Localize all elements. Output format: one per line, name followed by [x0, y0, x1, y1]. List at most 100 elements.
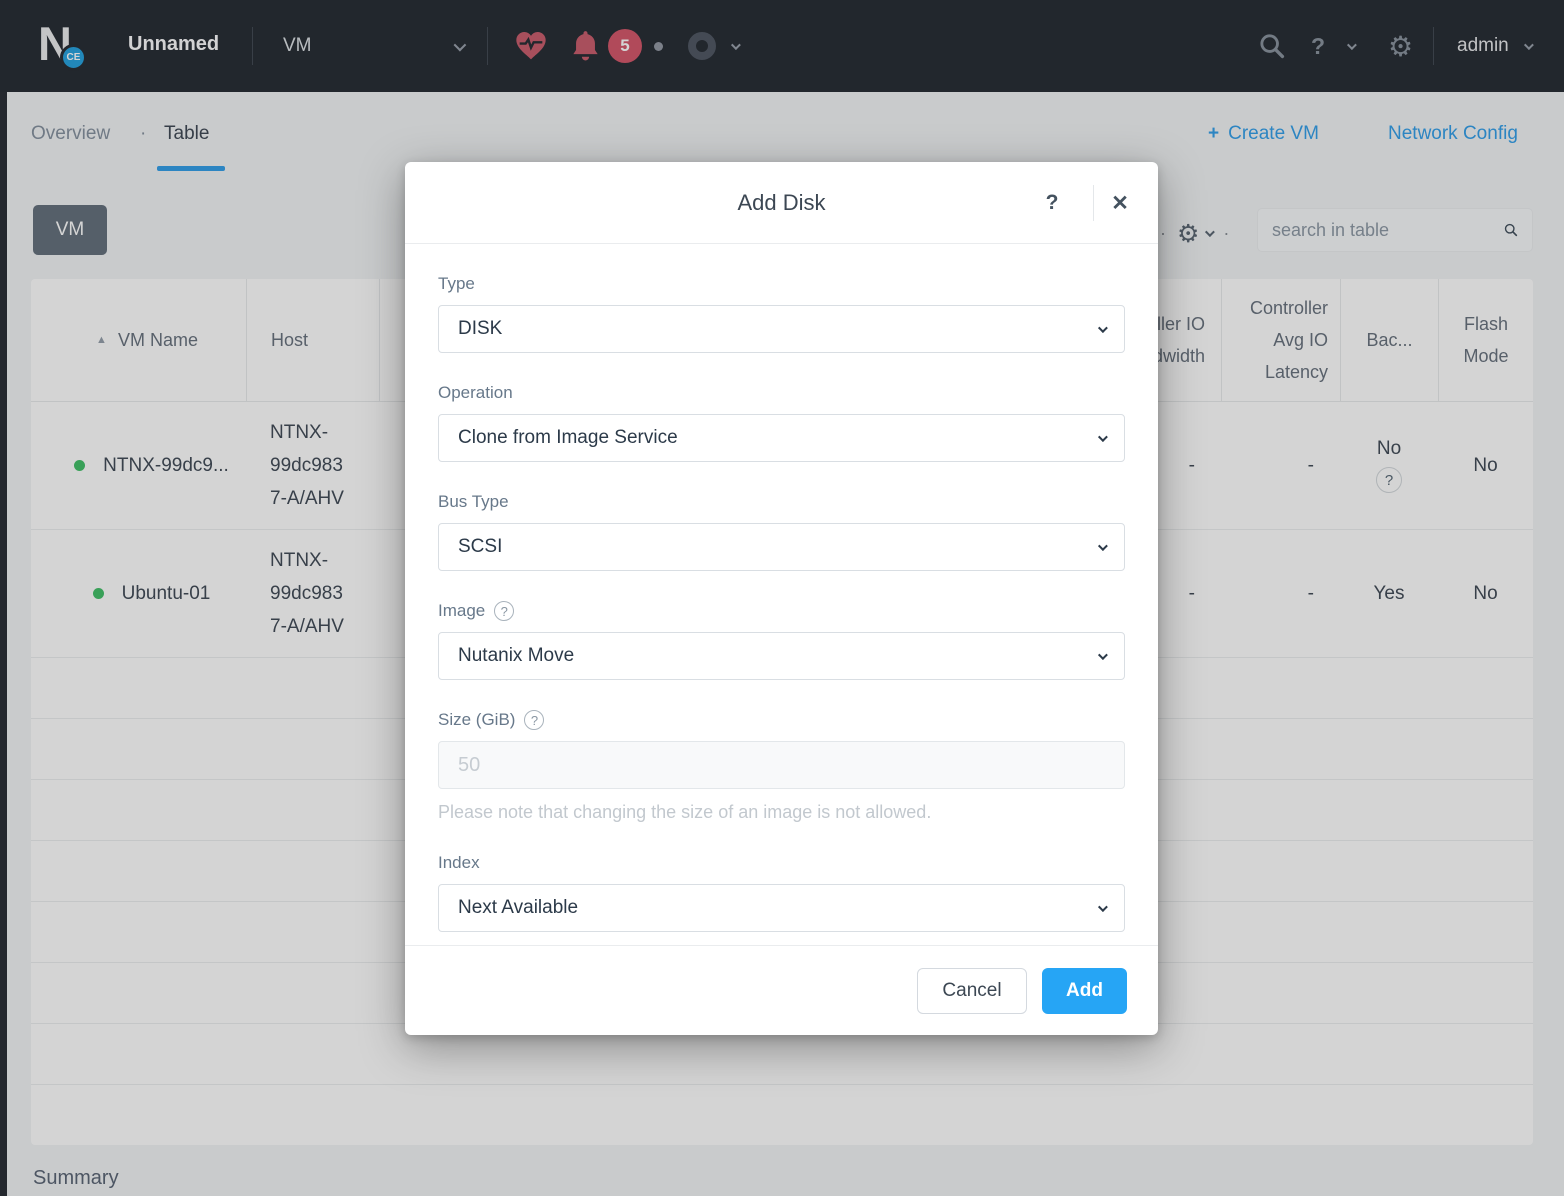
- modal-body: Type DISK Operation Clone from Image Ser…: [405, 244, 1158, 932]
- image-value: Nutanix Move: [458, 645, 575, 666]
- table-search-box: [1257, 208, 1533, 252]
- tab-overview[interactable]: Overview: [31, 123, 111, 144]
- image-help-icon[interactable]: ?: [494, 601, 515, 621]
- image-select[interactable]: Nutanix Move: [438, 632, 1125, 680]
- field-bus-type: Bus Type SCSI: [438, 492, 1125, 571]
- operation-select[interactable]: Clone from Image Service: [438, 414, 1125, 462]
- summary-section-toggle[interactable]: Summary: [33, 1167, 119, 1189]
- help-icon[interactable]: ?: [1311, 32, 1326, 59]
- field-operation: Operation Clone from Image Service: [438, 383, 1125, 462]
- alert-count-badge[interactable]: 5: [608, 0, 642, 92]
- host-cell: NTNX- 99dc983 7-A/AHV: [270, 422, 344, 509]
- field-size: Size (GiB) ? Please note that changing t…: [438, 710, 1125, 823]
- settings-gear-icon[interactable]: ⚙: [1388, 29, 1414, 63]
- window-left-edge: [0, 92, 7, 1196]
- power-status-icon: [92, 588, 104, 599]
- size-help-icon[interactable]: ?: [524, 710, 545, 730]
- latency-cell: -: [1307, 582, 1314, 604]
- column-header-vm-name[interactable]: ▲ VM Name: [31, 279, 246, 401]
- active-tab-underline: [157, 166, 225, 171]
- host-cell: NTNX- 99dc983 7-A/AHV: [270, 550, 344, 637]
- backup-help-icon[interactable]: ?: [1376, 467, 1402, 493]
- divider: [252, 27, 253, 65]
- power-status-icon: [74, 460, 86, 471]
- table-settings-cluster: · ⚙ ·: [1160, 216, 1229, 250]
- modal-help-icon[interactable]: ?: [1045, 191, 1059, 214]
- tab-table[interactable]: Table: [164, 123, 210, 144]
- chevron-down-icon: [1097, 322, 1108, 333]
- flash-mode-cell: No: [1473, 582, 1498, 604]
- backup-cell: Yes: [1373, 582, 1405, 604]
- separator-dot: [654, 0, 663, 92]
- tasks-progress-icon[interactable]: [688, 0, 716, 92]
- operation-label: Operation: [438, 383, 513, 402]
- cluster-name[interactable]: Unnamed: [128, 33, 220, 55]
- chevron-down-icon: [1097, 431, 1108, 442]
- separator-dot: ·: [1223, 222, 1230, 243]
- column-header-controller-avg-io-latency[interactable]: Controller Avg IO Latency: [1221, 279, 1340, 401]
- operation-value: Clone from Image Service: [458, 427, 678, 448]
- size-input: [438, 741, 1125, 789]
- create-vm-label: Create VM: [1228, 123, 1319, 144]
- tab-separator: ·: [140, 123, 147, 144]
- modal-footer: Cancel Add: [405, 945, 1158, 1035]
- io-bandwidth-cell: -: [1188, 582, 1195, 604]
- add-button[interactable]: Add: [1042, 967, 1127, 1014]
- io-bandwidth-cell: -: [1188, 454, 1195, 476]
- ce-edition-badge: CE: [60, 44, 87, 71]
- flash-mode-cell: No: [1473, 454, 1498, 476]
- empty-table-row: [31, 1024, 1533, 1085]
- global-search-icon[interactable]: [1259, 0, 1285, 92]
- search-icon[interactable]: [1504, 219, 1518, 241]
- bus-type-value: SCSI: [458, 536, 503, 557]
- backup-cell: No ?: [1340, 402, 1438, 529]
- type-select[interactable]: DISK: [438, 305, 1125, 353]
- column-header-controller-io-bandwidth[interactable]: ller IO dwidth: [891, 279, 1221, 401]
- create-vm-button[interactable]: + Create VM: [1208, 92, 1319, 176]
- top-navbar: N CE Unnamed VM 5 ?: [0, 0, 1564, 92]
- network-config-button[interactable]: Network Config: [1388, 123, 1518, 144]
- table-row[interactable]: NTNX-99dc9... NTNX- 99dc983 7-A/AHV 1 - …: [31, 402, 1533, 530]
- vm-name[interactable]: Ubuntu-01: [121, 582, 211, 604]
- plus-icon: +: [1208, 123, 1220, 144]
- user-menu[interactable]: admin: [1457, 35, 1509, 56]
- field-type: Type DISK: [438, 274, 1125, 353]
- health-heart-icon[interactable]: [515, 0, 547, 92]
- separator-dot: ·: [1160, 222, 1166, 243]
- field-index: Index Next Available: [438, 853, 1125, 932]
- gear-icon: ⚙: [1177, 218, 1200, 248]
- chevron-down-icon: [1097, 649, 1108, 660]
- size-note: Please note that changing the size of an…: [438, 802, 932, 822]
- sort-asc-icon: ▲: [96, 334, 107, 346]
- entity-type-label: VM: [283, 35, 312, 56]
- latency-cell: -: [1307, 454, 1314, 476]
- cancel-button[interactable]: Cancel: [917, 967, 1027, 1014]
- divider: [487, 27, 488, 65]
- column-header-backup[interactable]: Bac...: [1340, 279, 1438, 401]
- type-value: DISK: [458, 318, 503, 339]
- chevron-down-icon: [1097, 901, 1108, 912]
- vm-name[interactable]: NTNX-99dc9...: [103, 454, 229, 476]
- alerts-bell-icon[interactable]: [572, 0, 599, 92]
- divider: [1093, 185, 1094, 221]
- entity-filter-vm-button[interactable]: VM: [33, 205, 107, 255]
- column-header-flash-mode[interactable]: Flash Mode: [1438, 279, 1533, 401]
- table-settings-button[interactable]: ⚙: [1177, 218, 1216, 248]
- size-label: Size (GiB) ?: [438, 710, 1125, 730]
- type-label: Type: [438, 274, 475, 293]
- image-label: Image ?: [438, 601, 1125, 621]
- chevron-down-icon: [1097, 540, 1108, 551]
- index-label: Index: [438, 853, 480, 872]
- table-search-input[interactable]: [1272, 219, 1504, 241]
- column-header-host[interactable]: Host: [246, 279, 379, 401]
- entity-type-dropdown[interactable]: VM: [283, 24, 467, 68]
- field-image: Image ? Nutanix Move: [438, 601, 1125, 680]
- add-disk-modal: Add Disk ? ✕ Type DISK Operation Clone f…: [405, 162, 1158, 1035]
- modal-title: Add Disk: [737, 190, 826, 215]
- index-select[interactable]: Next Available: [438, 884, 1125, 932]
- bus-type-label: Bus Type: [438, 492, 509, 511]
- bus-type-select[interactable]: SCSI: [438, 523, 1125, 571]
- close-icon[interactable]: ✕: [1111, 191, 1129, 215]
- index-value: Next Available: [458, 897, 579, 918]
- divider: [1433, 27, 1434, 65]
